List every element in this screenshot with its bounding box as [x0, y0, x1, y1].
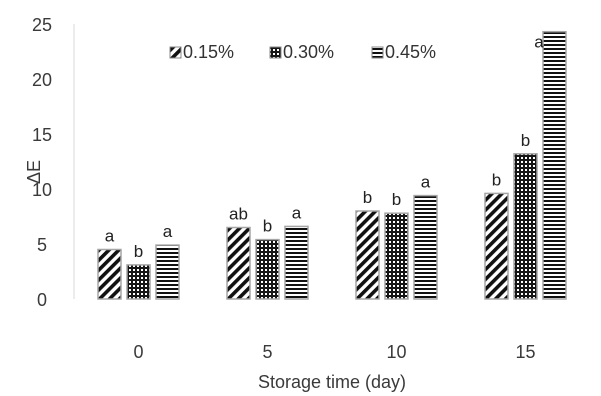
- x-tick-labels: 0 5 10 15: [133, 342, 535, 362]
- bar-diagonal-day-5: [226, 226, 251, 300]
- legend-swatch-dots: [269, 46, 282, 59]
- y-tick-label: 10: [32, 180, 52, 200]
- x-tick-label: 5: [262, 342, 272, 362]
- bar-diagonal-day-15: [484, 192, 509, 300]
- bar-horizontal-day-5: [284, 225, 309, 300]
- significance-label: ab: [229, 205, 248, 224]
- y-tick-label: 0: [37, 290, 47, 310]
- bar-diagonal-day-0: [97, 248, 122, 300]
- legend: 0.15% 0.30% 0.45%: [169, 42, 436, 62]
- bars: [97, 30, 567, 300]
- significance-label: a: [163, 222, 173, 241]
- significance-label: b: [492, 170, 501, 189]
- bar-dots-day-0: [126, 264, 151, 300]
- bar-dots-day-5: [255, 238, 280, 300]
- legend-swatch-diagonal: [169, 46, 182, 59]
- bar-dots-day-15: [513, 153, 538, 300]
- y-tick-label: 15: [32, 125, 52, 145]
- significance-label: b: [392, 190, 401, 209]
- bar-horizontal-day-0: [155, 244, 180, 300]
- legend-label: 0.45%: [385, 42, 436, 62]
- bar-diagonal-day-10: [355, 210, 380, 300]
- y-tick-labels: 0 5 10 15 20 25: [32, 15, 52, 310]
- significance-label: a: [534, 33, 544, 52]
- y-axis-title: ΔE: [24, 160, 44, 184]
- y-tick-label: 25: [32, 15, 52, 35]
- significance-label: a: [105, 227, 115, 246]
- x-axis-title: Storage time (day): [258, 372, 406, 392]
- bar-dots-day-10: [384, 212, 409, 300]
- bar-horizontal-day-10: [413, 194, 438, 300]
- bar-horizontal-day-15: [542, 30, 567, 300]
- significance-label: b: [263, 217, 272, 236]
- legend-swatch-horizontal: [371, 46, 384, 59]
- significance-label: b: [521, 131, 530, 150]
- x-tick-label: 15: [515, 342, 535, 362]
- significance-label: a: [292, 203, 302, 222]
- y-tick-label: 5: [37, 235, 47, 255]
- x-tick-label: 10: [386, 342, 406, 362]
- x-tick-label: 0: [133, 342, 143, 362]
- legend-label: 0.30%: [283, 42, 334, 62]
- significance-label: a: [421, 173, 431, 192]
- y-tick-label: 20: [32, 70, 52, 90]
- legend-label: 0.15%: [183, 42, 234, 62]
- significance-label: b: [134, 242, 143, 261]
- significance-label: b: [363, 188, 372, 207]
